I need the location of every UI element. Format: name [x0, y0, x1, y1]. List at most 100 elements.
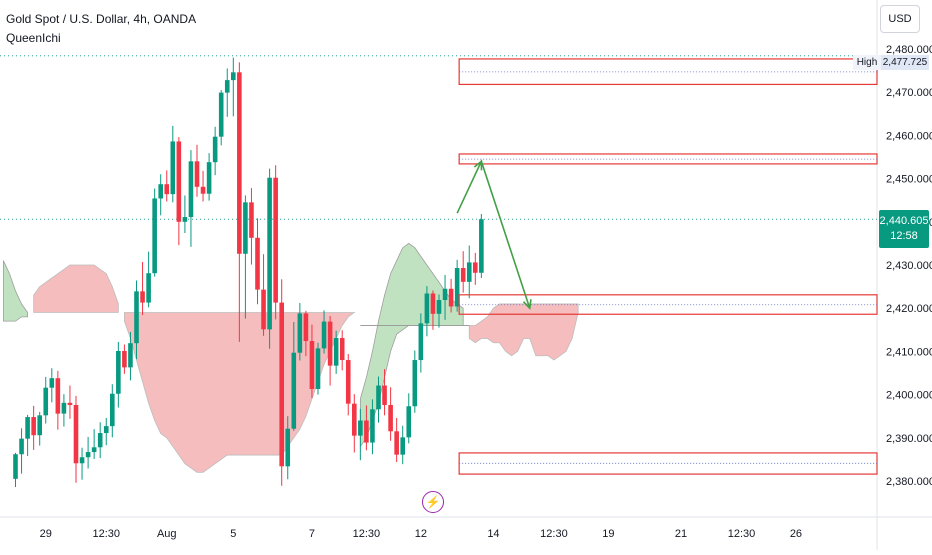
- candle-body: [479, 219, 484, 273]
- candle-body: [418, 323, 424, 361]
- projection-arrowhead-down: [522, 299, 532, 310]
- candle-body: [128, 343, 133, 368]
- y-tick-label: 2,480.000: [886, 44, 932, 56]
- candle-body: [333, 338, 339, 366]
- y-tick-label: 2,450.000: [886, 174, 932, 186]
- candle-body: [394, 431, 399, 455]
- candle-body: [224, 80, 230, 93]
- x-tick-label: 19: [602, 528, 614, 540]
- candle-body: [110, 393, 115, 427]
- candle-body: [388, 404, 393, 432]
- cloud-bear: [33, 264, 119, 313]
- candle-body: [261, 289, 266, 330]
- x-tick-label: 12:30: [540, 528, 568, 540]
- sr-zone: [458, 153, 878, 165]
- candle-body: [164, 184, 170, 195]
- candle-body: [279, 302, 284, 467]
- candle-body: [370, 409, 375, 443]
- x-tick-label: Aug: [157, 528, 177, 540]
- indicator-label[interactable]: QueenIchi: [6, 31, 61, 45]
- candle-body: [273, 177, 278, 303]
- candle-body: [466, 262, 472, 282]
- candle-body: [79, 457, 85, 464]
- candle-body: [243, 202, 248, 254]
- candle-body: [73, 404, 79, 464]
- y-tick-label: 2,420.000: [886, 303, 932, 315]
- candle-body: [194, 161, 200, 187]
- y-tick-label: 2,380.000: [886, 476, 932, 488]
- candle-body: [37, 415, 42, 436]
- currency-button[interactable]: USD: [880, 5, 920, 33]
- candle-body: [430, 293, 436, 314]
- candle-body: [158, 184, 163, 199]
- y-tick-label: 2,470.000: [886, 87, 932, 99]
- candle-body: [182, 217, 188, 222]
- candle-body: [25, 417, 30, 439]
- candle-body: [200, 186, 206, 194]
- candle-body: [364, 420, 369, 443]
- candle-body: [303, 313, 309, 342]
- candle-body: [134, 291, 139, 344]
- candle-body: [339, 338, 345, 361]
- candle-body: [91, 447, 97, 453]
- cloud-bull: [3, 260, 29, 322]
- candle-body: [31, 417, 36, 436]
- candle-body: [327, 321, 333, 366]
- candle-body: [218, 92, 224, 137]
- x-tick-label: 7: [309, 528, 315, 540]
- candle-body: [97, 433, 103, 448]
- x-tick-label: 21: [675, 528, 687, 540]
- candle-body: [400, 437, 405, 455]
- candle-body: [67, 402, 73, 405]
- y-tick-label: 2,430.000: [886, 260, 932, 272]
- y-tick-label: 2,390.000: [886, 433, 932, 445]
- cloud-bull: [359, 242, 464, 448]
- candle-body: [61, 402, 67, 414]
- candle-body: [382, 385, 387, 405]
- candle-body: [19, 438, 24, 455]
- current-price-tag: 2,440.605 12:58: [879, 210, 929, 248]
- candle-body: [442, 288, 448, 300]
- candle-body: [43, 387, 49, 416]
- candle-body: [170, 141, 176, 195]
- cloud-bear: [124, 312, 356, 473]
- sr-zone: [458, 58, 878, 86]
- candle-body: [55, 378, 61, 414]
- x-tick-label: 12:30: [728, 528, 756, 540]
- candle-body: [315, 348, 321, 389]
- candle-body: [412, 360, 418, 407]
- y-tick-label: 2,410.000: [886, 346, 932, 358]
- candle-body: [116, 350, 121, 394]
- candle-body: [103, 426, 109, 434]
- x-tick-label: 12: [415, 528, 427, 540]
- x-tick-label: 12:30: [92, 528, 120, 540]
- candle-body: [297, 313, 303, 353]
- high-value-tag: 2,477.725: [881, 55, 929, 70]
- candle-body: [231, 72, 236, 81]
- symbol-title: Gold Spot / U.S. Dollar, 4h, OANDA: [6, 12, 197, 26]
- candle-body: [345, 360, 351, 404]
- candle-body: [285, 428, 291, 467]
- candle-body: [358, 420, 363, 436]
- x-tick-label: 5: [230, 528, 236, 540]
- candle-body: [176, 141, 182, 222]
- x-tick-label: 12:30: [353, 528, 381, 540]
- projection-arrowhead-up: [473, 159, 483, 171]
- candle-body: [376, 385, 381, 410]
- candle-body: [309, 341, 315, 389]
- lightning-icon[interactable]: ⚡: [421, 491, 444, 513]
- candle-body: [49, 378, 55, 388]
- candle-body: [267, 177, 272, 330]
- bar-countdown: 12:58: [890, 230, 918, 242]
- sr-zone: [458, 452, 878, 475]
- cloud-bear: [468, 303, 579, 361]
- candle-body: [454, 268, 460, 307]
- candle-body: [188, 161, 194, 218]
- x-tick-label: 14: [487, 528, 499, 540]
- candle-body: [152, 198, 157, 274]
- candle-body: [13, 454, 18, 479]
- candle-body: [352, 403, 357, 436]
- candle-body: [436, 299, 442, 314]
